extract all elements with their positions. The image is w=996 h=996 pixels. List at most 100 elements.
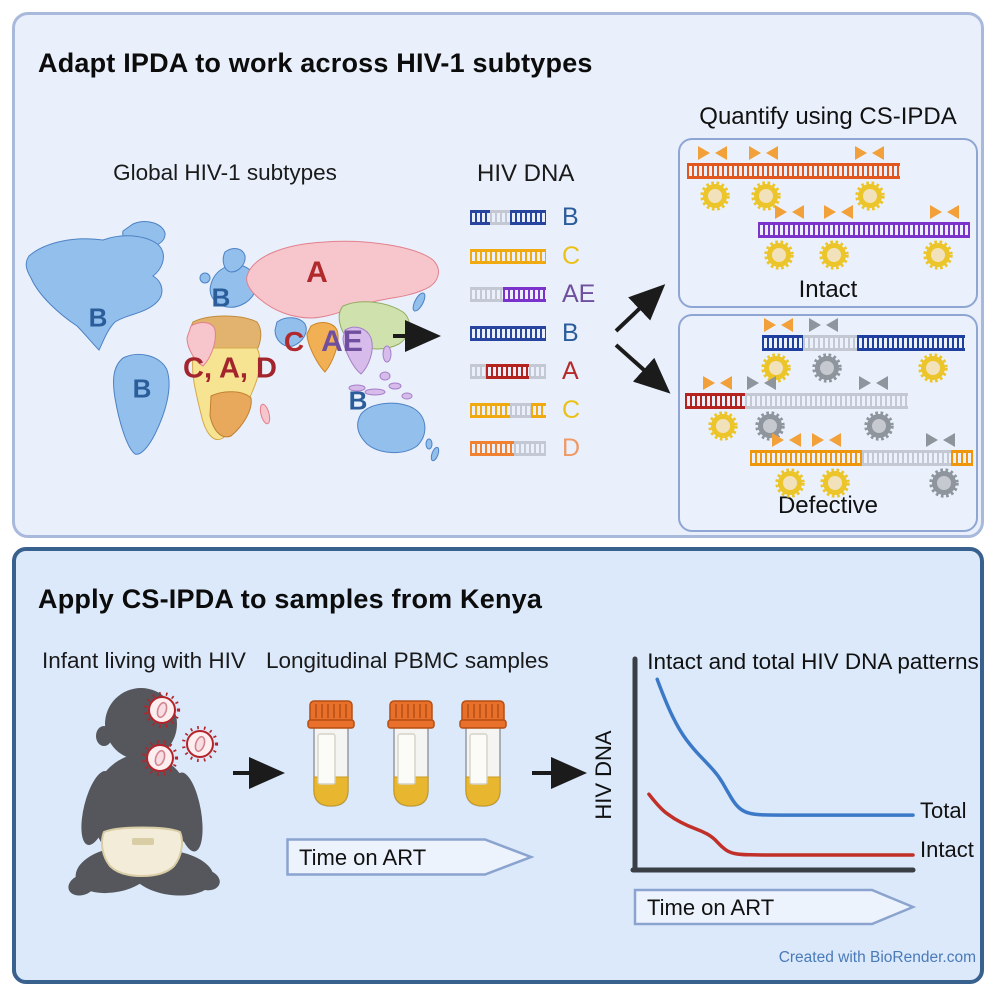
probe-icon-yellow — [917, 352, 949, 384]
infant-label: Infant living with HIV — [42, 648, 246, 673]
region-japan — [412, 292, 426, 312]
probe-row — [687, 180, 900, 212]
primer-reverse-icon — [764, 376, 777, 390]
dna-segment-blue — [470, 210, 490, 225]
primer-reverse-icon — [875, 376, 888, 390]
primer-reverse-icon — [946, 205, 959, 219]
primer-pair-icon — [764, 318, 794, 332]
dna-segment-redorange — [687, 163, 900, 179]
probe-row — [750, 467, 973, 499]
primer-forward-icon — [812, 433, 825, 447]
primer-reverse-icon — [825, 318, 838, 332]
dna-strand — [470, 287, 546, 302]
probe-icon-yellow — [763, 239, 795, 271]
dna-segment-red — [685, 393, 746, 409]
primer-pair-icon — [774, 205, 804, 219]
region-southeast-asia — [342, 326, 373, 375]
primer-pair-icon — [855, 146, 885, 160]
primer-reverse-icon — [872, 146, 885, 160]
top-panel: Adapt IPDA to work across HIV-1 subtypes… — [12, 12, 984, 538]
pbmc-samples-label: Longitudinal PBMC samples — [266, 648, 549, 673]
world-map — [25, 221, 440, 462]
chart-title: Intact and total HIV DNA patterns — [647, 649, 978, 674]
dna-segment-purple — [758, 222, 970, 238]
dna-segment-purple — [503, 287, 546, 302]
dna-strand — [750, 450, 973, 466]
bottom-panel-title: Apply CS-IPDA to samples from Kenya — [38, 584, 543, 615]
defective-box: Defective — [678, 314, 978, 532]
hiv-dna-subtype-label: C — [562, 241, 581, 270]
sample-tube — [307, 700, 355, 807]
probe-icon-yellow — [819, 467, 851, 499]
probe-row — [685, 410, 908, 442]
primer-reverse-icon — [829, 433, 842, 447]
dna-strand — [758, 222, 970, 238]
amplicon — [761, 318, 965, 384]
region-south-america — [113, 354, 170, 455]
dna-segment-gray — [509, 402, 531, 418]
primer-row — [687, 146, 900, 161]
dna-segment-blue — [470, 325, 546, 341]
dna-strand — [470, 364, 546, 379]
primer-forward-icon — [823, 205, 836, 219]
primer-row — [750, 433, 973, 448]
primer-pair-icon — [858, 376, 888, 390]
probe-icon-yellow — [854, 180, 886, 212]
quantify-title: Quantify using CS-IPDA — [699, 103, 957, 130]
virus-icon — [181, 725, 219, 763]
map-label-south-america: B — [132, 373, 152, 404]
probe-icon-yellow — [707, 410, 739, 442]
primer-forward-icon — [774, 205, 787, 219]
hiv-dna-row: A — [470, 357, 595, 385]
map-label-india: C — [283, 326, 305, 357]
dna-segment-gray — [528, 364, 546, 379]
region-indonesia — [348, 345, 413, 400]
diaper — [101, 826, 183, 878]
primer-forward-icon — [808, 318, 821, 332]
dna-segment-gold — [470, 402, 510, 418]
primer-reverse-icon — [714, 146, 727, 160]
dna-segment-gray — [861, 450, 951, 466]
probe-row — [758, 239, 970, 271]
hiv-dna-row: C — [470, 396, 595, 424]
map-label-europe: B — [211, 282, 231, 313]
dna-strand — [470, 441, 546, 456]
intact-label: Intact — [798, 276, 858, 303]
hiv-dna-subtype-label: AE — [562, 280, 596, 308]
probe-icon-gray — [928, 467, 960, 499]
intact-box: Intact — [678, 138, 978, 308]
probe-icon-yellow — [750, 180, 782, 212]
dna-segment-gray — [745, 393, 908, 409]
hiv-dna-row: D — [470, 434, 595, 462]
primer-pair-icon — [812, 433, 842, 447]
map-title: Global HIV-1 subtypes — [113, 160, 337, 185]
region-south-africa — [209, 391, 252, 438]
biorender-credit: Created with BioRender.com — [778, 949, 976, 966]
primer-row — [758, 205, 970, 220]
region-russia-asia — [246, 240, 439, 319]
probe-row — [761, 352, 965, 384]
dna-strand — [685, 393, 908, 409]
dna-segment-gray — [489, 210, 511, 225]
dna-strand — [470, 248, 546, 264]
time-on-art-banner: Time on ART — [286, 838, 534, 876]
primer-row — [762, 318, 965, 333]
hiv-dna-decay-chart: Intact and total HIV DNA patterns HIV DN… — [595, 649, 979, 926]
amplicon — [685, 376, 908, 442]
amplicon — [687, 146, 900, 212]
dna-segment-defblue — [857, 335, 965, 351]
primer-forward-icon — [858, 376, 871, 390]
dna-segment-gray — [470, 287, 504, 302]
amplicon — [750, 433, 973, 499]
total-series-label: Total — [920, 798, 966, 823]
primer-reverse-icon — [791, 205, 804, 219]
dna-segment-deforange — [750, 450, 862, 466]
dna-segment-gray — [514, 441, 546, 456]
map-label-north-america: B — [88, 302, 108, 333]
primer-reverse-icon — [781, 318, 794, 332]
chart-time-banner — [633, 888, 917, 926]
hiv-dna-subtype-label: B — [562, 203, 579, 231]
hiv-virus-particles — [141, 691, 219, 777]
primer-row — [685, 376, 908, 391]
